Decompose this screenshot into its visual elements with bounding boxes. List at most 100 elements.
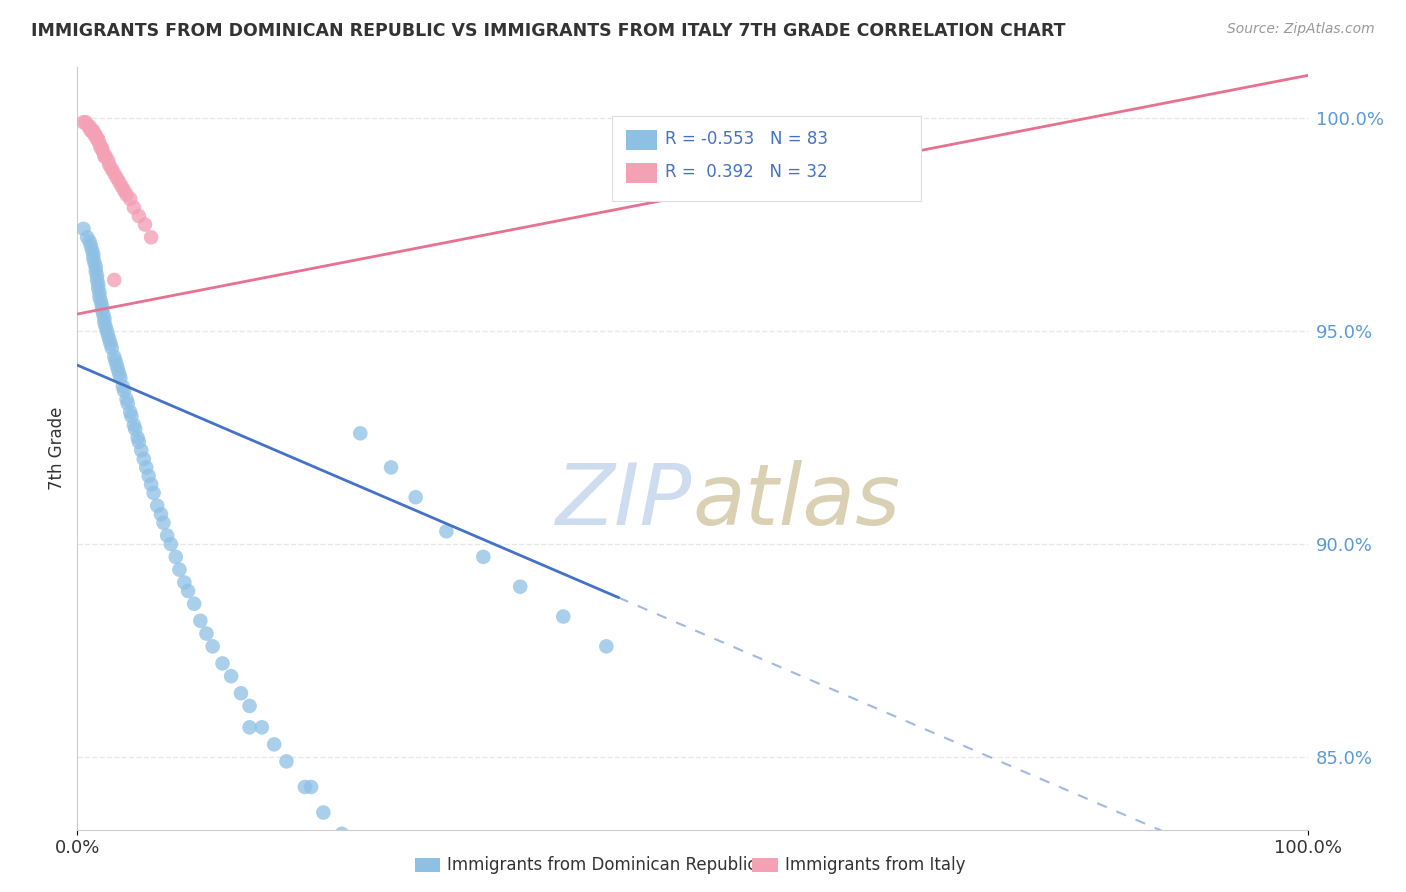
Point (86, 268, 108, 283)
Point (83, 256, 105, 270)
Point (101, 162, 124, 177)
Point (97, 328, 120, 343)
Text: R =  0.392   N = 32: R = 0.392 N = 32 (665, 163, 828, 181)
Point (87, 281, 110, 295)
Point (152, 516, 174, 530)
Point (101, 341, 124, 355)
Point (98, 158, 121, 172)
Point (86, 132, 108, 146)
Point (115, 392, 138, 407)
Point (405, 490, 427, 504)
Point (89, 290, 111, 304)
Point (117, 396, 139, 410)
Point (84, 128, 107, 142)
Point (79, 235, 101, 249)
Point (211, 657, 233, 671)
Point (111, 379, 134, 393)
Point (105, 170, 128, 185)
Point (91, 307, 114, 321)
Point (82, 124, 104, 138)
Point (124, 422, 146, 436)
Point (77, 120, 100, 134)
Point (141, 477, 163, 491)
Point (141, 230, 163, 244)
Point (173, 575, 195, 590)
Point (107, 362, 129, 376)
Point (135, 460, 157, 475)
Point (160, 537, 183, 551)
Text: R = -0.553   N = 83: R = -0.553 N = 83 (665, 130, 828, 148)
Point (294, 780, 316, 794)
Point (80, 124, 103, 138)
Point (79, 120, 101, 134)
Point (219, 669, 242, 683)
Point (76, 230, 98, 244)
Point (349, 426, 371, 441)
Point (169, 563, 191, 577)
Point (96, 324, 118, 338)
Point (595, 640, 617, 654)
Point (103, 273, 125, 287)
Point (299, 780, 322, 794)
Point (80, 239, 103, 253)
Point (108, 175, 131, 189)
Point (276, 755, 298, 769)
Text: ZIP: ZIP (557, 460, 693, 543)
Point (90, 141, 112, 155)
Point (86, 273, 108, 287)
Point (75, 115, 97, 129)
Point (380, 460, 402, 475)
Point (90, 302, 114, 317)
Point (83, 128, 105, 142)
Point (128, 434, 150, 449)
Text: atlas: atlas (693, 460, 900, 543)
Point (82, 247, 104, 261)
Text: Source: ZipAtlas.com: Source: ZipAtlas.com (1227, 22, 1375, 37)
Point (183, 597, 205, 611)
Point (93, 316, 115, 330)
Point (93, 149, 115, 163)
Point (91, 145, 114, 160)
Point (90, 141, 114, 155)
Point (188, 614, 212, 628)
Point (105, 358, 128, 372)
Text: IMMIGRANTS FROM DOMINICAN REPUBLIC VS IMMIGRANTS FROM ITALY 7TH GRADE CORRELATIO: IMMIGRANTS FROM DOMINICAN REPUBLIC VS IM… (31, 22, 1066, 40)
Point (177, 584, 200, 599)
Point (84, 260, 107, 274)
Point (82, 124, 104, 138)
Point (263, 737, 285, 751)
Point (239, 720, 262, 734)
Point (90, 298, 114, 312)
Point (103, 166, 125, 180)
Point (250, 720, 273, 734)
Point (110, 371, 132, 385)
Point (82, 252, 104, 266)
Point (120, 405, 142, 419)
Point (112, 184, 135, 198)
Point (97, 153, 120, 168)
Point (239, 698, 262, 713)
Point (100, 336, 122, 351)
Point (312, 805, 335, 820)
Point (134, 218, 156, 232)
Point (72, 222, 94, 236)
Point (93, 311, 115, 326)
Point (108, 367, 131, 381)
Point (138, 469, 160, 483)
Point (87, 132, 110, 146)
Point (195, 626, 218, 640)
Point (127, 431, 149, 445)
Point (146, 499, 169, 513)
Text: Immigrants from Dominican Republic: Immigrants from Dominican Republic (447, 856, 756, 874)
Point (115, 187, 138, 202)
Point (72, 115, 94, 129)
Point (142, 486, 165, 500)
Point (201, 640, 224, 654)
Point (112, 384, 135, 398)
Text: Immigrants from Italy: Immigrants from Italy (785, 856, 965, 874)
Point (84, 264, 107, 278)
Point (553, 609, 575, 624)
Point (509, 580, 531, 594)
Point (94, 319, 117, 334)
Point (132, 451, 155, 466)
